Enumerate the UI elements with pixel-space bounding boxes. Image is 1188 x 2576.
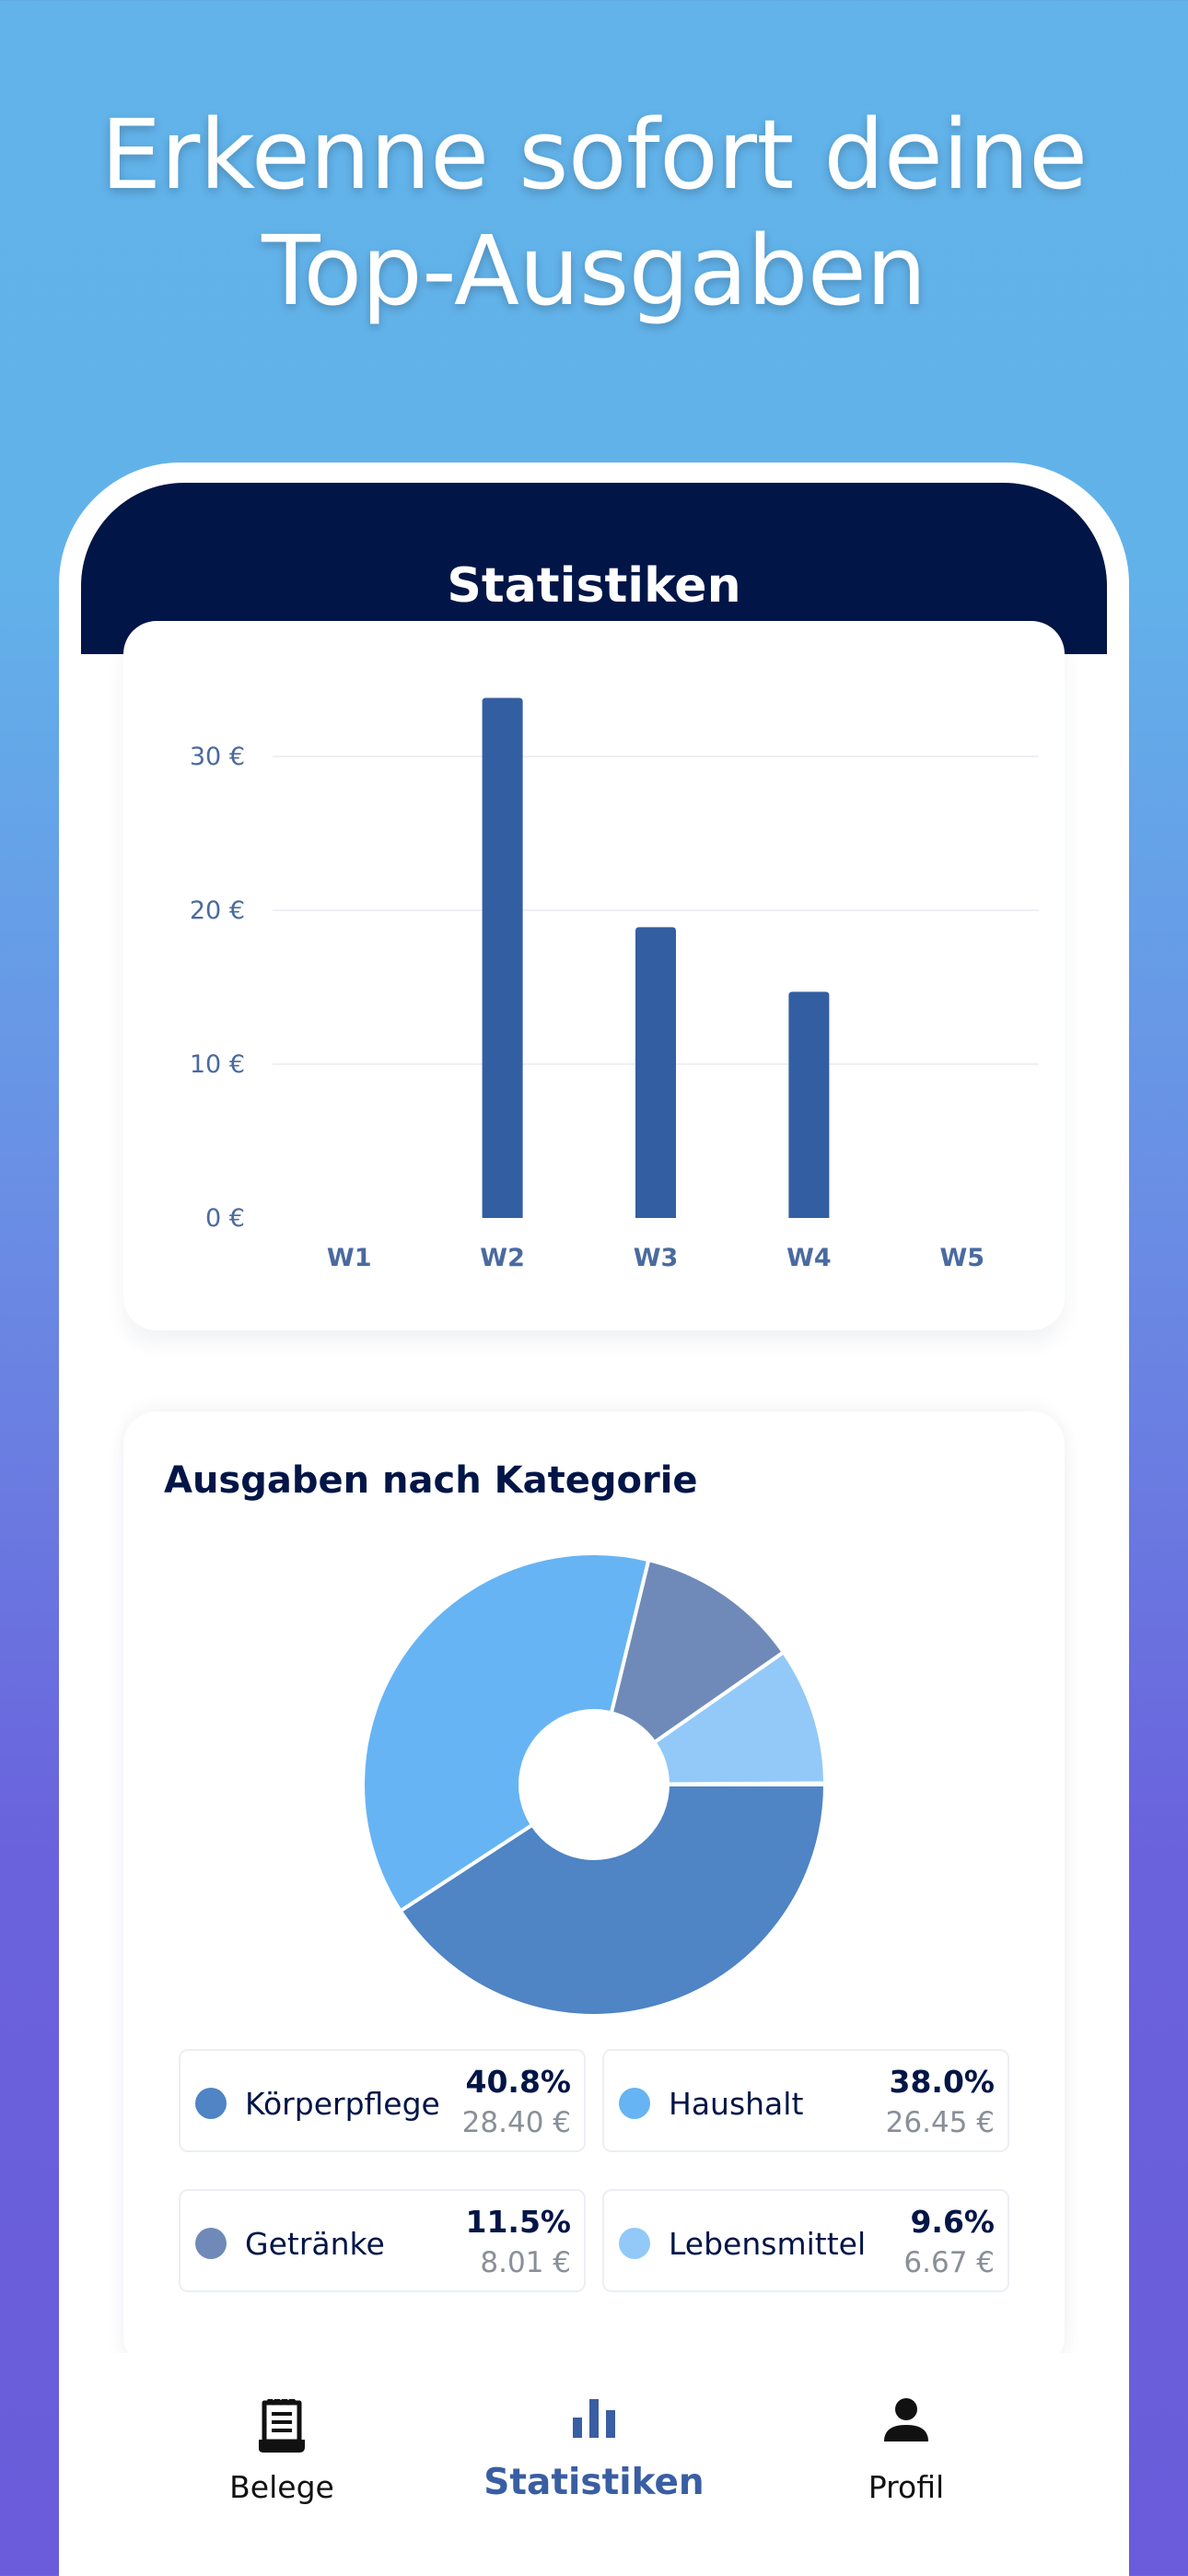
y-tick-label: 0 € — [205, 1204, 245, 1233]
headline-line-2: Top-Ausgaben — [262, 215, 926, 327]
bar-w3 — [635, 927, 676, 1218]
tab-belege-label: Belege — [229, 2469, 334, 2505]
legend-label: Körperpflege — [245, 2086, 440, 2122]
x-tick-label: W2 — [480, 1244, 525, 1272]
x-tick-label: W4 — [786, 1244, 832, 1272]
x-tick-label: W1 — [327, 1244, 372, 1272]
legend-amount: 6.67 € — [903, 2246, 995, 2279]
tab-statistiken-label: Statistiken — [483, 2462, 705, 2503]
page-title: Statistiken — [447, 558, 741, 614]
receipt-icon — [259, 2399, 305, 2453]
headline: Erkenne sofort deine Top-Ausgaben — [0, 97, 1188, 329]
donut-hole — [518, 1709, 670, 1860]
legend-label: Haushalt — [669, 2086, 804, 2122]
legend-percent: 40.8% — [465, 2064, 572, 2100]
pie-slice-haushalt — [361, 1551, 651, 1914]
y-tick-label: 10 € — [190, 1050, 245, 1079]
tab-profil[interactable]: Profil — [759, 2353, 1054, 2537]
headline-line-1: Erkenne sofort deine — [100, 99, 1088, 211]
bar-w4 — [788, 991, 830, 1218]
legend-label: Getränke — [245, 2226, 385, 2262]
y-tick-label: 20 € — [190, 896, 245, 925]
tab-bar: Belege Statistiken Profil — [81, 2353, 1107, 2576]
legend-amount: 8.01 € — [480, 2246, 571, 2279]
person-icon — [884, 2398, 928, 2441]
bar-chart-icon — [573, 2399, 615, 2438]
tab-belege[interactable]: Belege — [134, 2353, 429, 2537]
legend-percent: 11.5% — [465, 2204, 572, 2240]
legend-amount: 26.45 € — [885, 2106, 995, 2139]
legend-percent: 38.0% — [889, 2064, 996, 2100]
weekly-chart-card — [123, 621, 1065, 1330]
category-section-title: Ausgaben nach Kategorie — [164, 1459, 698, 1502]
legend-label: Lebensmittel — [669, 2226, 867, 2262]
bar-w2 — [482, 697, 523, 1218]
legend-color-dot — [195, 2228, 227, 2259]
legend-amount: 28.40 € — [461, 2106, 571, 2139]
legend-item: Lebensmittel 9.6% 6.67 € — [602, 2189, 1009, 2292]
legend-color-dot — [619, 2228, 650, 2259]
legend-item: Haushalt 38.0% 26.45 € — [602, 2049, 1009, 2152]
x-tick-label: W3 — [634, 1244, 679, 1272]
y-tick-label: 30 € — [190, 743, 245, 771]
legend-item: Körperpflege 40.8% 28.40 € — [179, 2049, 586, 2152]
legend-color-dot — [619, 2088, 650, 2119]
legend-percent: 9.6% — [910, 2204, 995, 2240]
tab-statistiken[interactable]: Statistiken — [447, 2353, 741, 2537]
x-tick-label: W5 — [940, 1244, 985, 1272]
app-screen: Statistiken 0 € 10 € 20 € 30 € W1 W2 W3 W4 W5 Au… — [81, 483, 1107, 2576]
weekly-bar-chart: 0 € 10 € 20 € 30 € W1 W2 W3 W4 W5 — [190, 697, 1039, 1272]
legend-color-dot — [195, 2088, 227, 2119]
tab-profil-label: Profil — [868, 2469, 945, 2505]
category-donut-chart — [361, 1551, 828, 2019]
legend-item: Getränke 11.5% 8.01 € — [179, 2189, 586, 2292]
